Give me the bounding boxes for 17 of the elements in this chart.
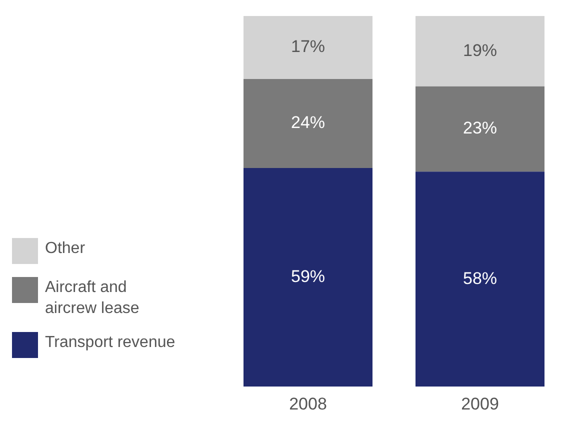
bar — [416, 86, 544, 172]
data-label: 23% — [462, 118, 498, 138]
data-label: 58% — [462, 268, 498, 288]
legend-label: Aircraft and aircrew lease — [45, 278, 140, 319]
bar — [244, 79, 372, 168]
bar — [244, 168, 372, 387]
data-label: 19% — [462, 40, 498, 60]
data-label: 24% — [290, 113, 326, 132]
legend-label: Other — [45, 239, 86, 259]
data-label: 59% — [290, 266, 326, 286]
data-label: 17% — [290, 37, 326, 56]
bar — [416, 172, 544, 387]
x-tick-label: 2008 — [289, 394, 327, 414]
legend-label: Transport revenue — [45, 333, 176, 353]
bar — [416, 16, 544, 86]
x-tick-label: 2009 — [461, 394, 499, 414]
bar — [244, 16, 372, 79]
